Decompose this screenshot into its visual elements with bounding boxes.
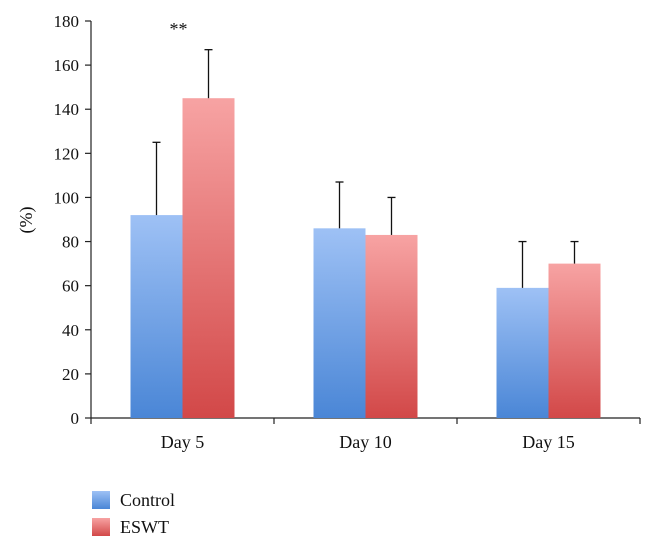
y-tick-label: 180	[54, 12, 80, 31]
bar-eswt-day-15	[548, 263, 601, 418]
bar-control-day-5	[130, 215, 183, 418]
y-tick-label: 100	[54, 188, 80, 207]
legend-swatch-eswt	[92, 518, 110, 536]
legend-label-eswt: ESWT	[120, 517, 169, 537]
legend-label-control: Control	[120, 490, 175, 510]
y-tick-label: 120	[54, 144, 80, 163]
labels: Day 5 Day 10 Day 15 **	[161, 19, 575, 452]
y-axis-label: (%)	[16, 207, 37, 234]
bar-eswt-day-10	[365, 234, 418, 418]
bars	[130, 98, 601, 418]
legend: Control ESWT	[92, 490, 175, 537]
error-bars	[152, 49, 579, 288]
legend-swatch-control	[92, 491, 110, 509]
significance-annotation: **	[170, 19, 188, 39]
x-category-label: Day 10	[339, 432, 392, 452]
bar-control-day-10	[313, 228, 366, 418]
y-tick-label: 20	[62, 365, 79, 384]
y-tick-label: 80	[62, 233, 79, 252]
y-tick-label: 160	[54, 56, 80, 75]
y-tick-label: 60	[62, 277, 79, 296]
bar-eswt-day-5	[182, 98, 235, 418]
y-tick-label: 40	[62, 321, 79, 340]
bar-control-day-15	[496, 287, 549, 418]
y-tick-label: 0	[71, 409, 80, 428]
x-category-label: Day 5	[161, 432, 205, 452]
axes: 0 20 40 60 80 100 120 140 160 180 (%)	[16, 12, 641, 428]
x-category-label: Day 15	[522, 432, 575, 452]
y-tick-label: 140	[54, 100, 80, 119]
